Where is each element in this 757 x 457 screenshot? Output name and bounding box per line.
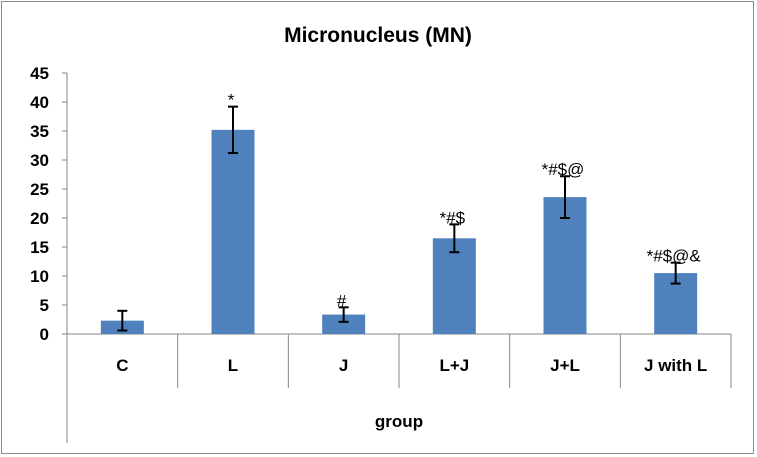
y-tick-label: 40 <box>30 93 49 112</box>
bar-j-l <box>543 197 587 334</box>
significance-label: *#$ <box>440 208 466 227</box>
significance-label: *#$@ <box>542 160 585 179</box>
significance-label: *#$@& <box>647 247 702 266</box>
x-tick-label: J with L <box>644 356 707 375</box>
chart-title: Micronucleus (MN) <box>284 24 472 47</box>
y-tick-label: 10 <box>30 267 49 286</box>
y-tick-label: 30 <box>30 151 49 170</box>
bar-j <box>322 314 366 334</box>
y-tick-label: 5 <box>40 296 49 315</box>
x-axis-label: group <box>375 412 423 431</box>
x-tick-label: C <box>116 356 128 375</box>
bar-l <box>211 129 255 334</box>
x-tick-label: J+L <box>550 356 580 375</box>
x-tick-label: J <box>339 356 348 375</box>
significance-label: * <box>228 91 235 110</box>
y-tick-label: 25 <box>30 180 49 199</box>
y-tick-label: 35 <box>30 122 49 141</box>
y-tick-label: 20 <box>30 209 49 228</box>
significance-label: # <box>337 291 347 310</box>
y-tick-label: 0 <box>40 325 49 344</box>
y-tick-label: 45 <box>30 64 49 83</box>
bar-l-j <box>432 238 476 334</box>
x-tick-label: L <box>228 356 238 375</box>
y-tick-label: 15 <box>30 238 49 257</box>
x-tick-label: L+J <box>439 356 469 375</box>
